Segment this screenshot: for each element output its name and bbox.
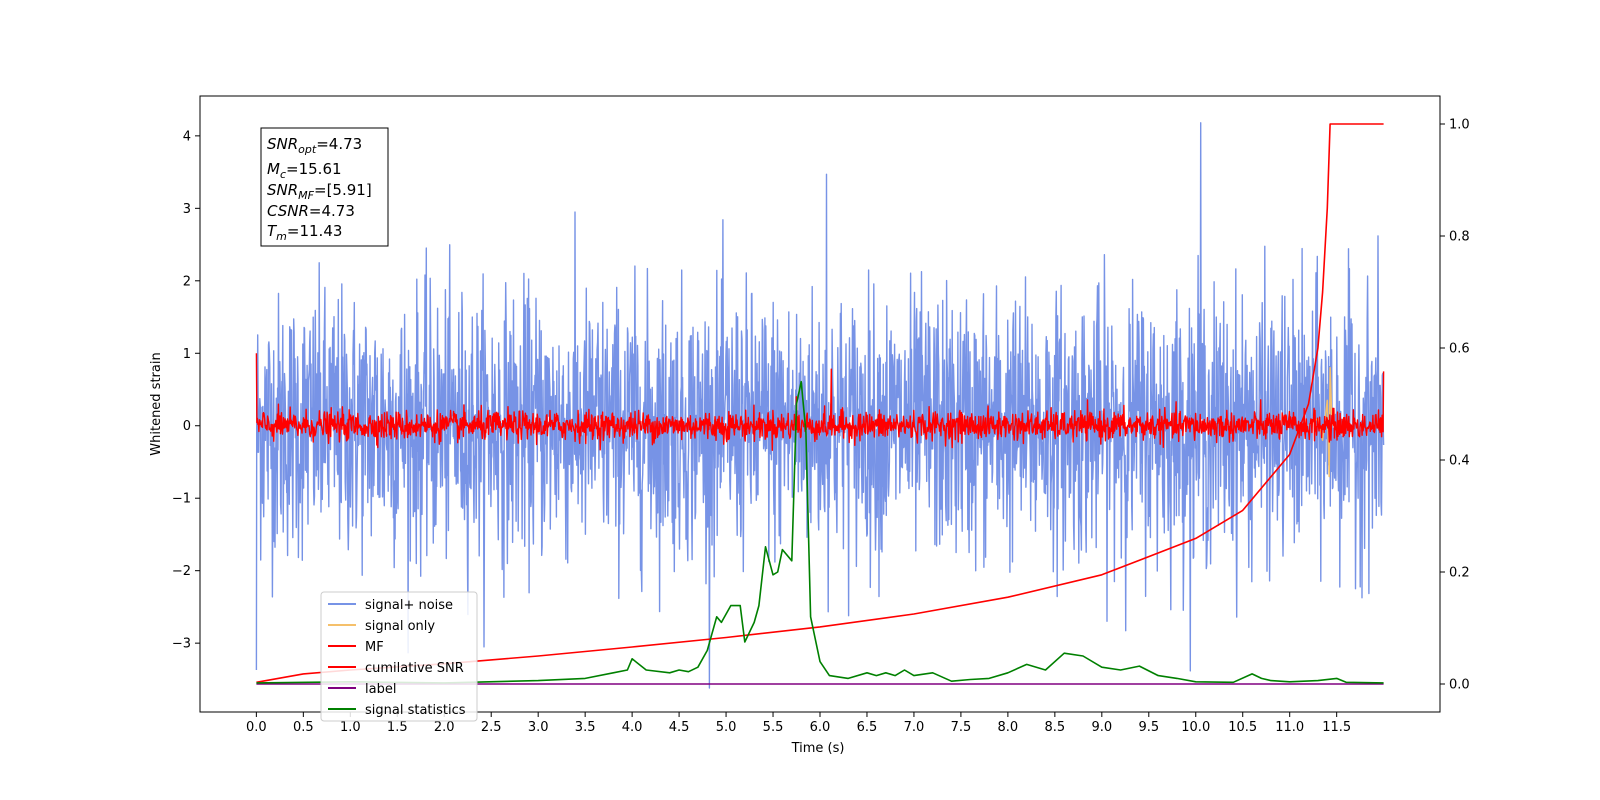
- legend-item-signal-only: signal only: [328, 619, 435, 634]
- y-tick-label: 4: [183, 129, 191, 144]
- annotation-snr-mf: SNRMF=[5.91]: [267, 181, 372, 202]
- y-axis-label: Whitened strain: [149, 352, 164, 455]
- x-tick-label: 11.5: [1322, 720, 1351, 735]
- annotation-tm: Tm=11.43: [267, 222, 342, 243]
- y-tick-label: 3: [183, 202, 191, 217]
- x-tick-label: 9.0: [1091, 720, 1112, 735]
- legend-item-label: label: [328, 682, 396, 697]
- x-tick-label: 0.0: [246, 720, 267, 735]
- x-tick-label: 4.0: [622, 720, 643, 735]
- legend-label: cumilative SNR: [365, 661, 464, 676]
- annotation-box: SNRopt=4.73 Mc=15.61 SNRMF=[5.91] CSNR=4…: [260, 127, 389, 247]
- annotation-snr-opt: SNRopt=4.73: [267, 135, 362, 156]
- x-tick-label: 1.5: [387, 720, 408, 735]
- legend-label: signal+ noise: [365, 598, 453, 613]
- y2-tick-label: 0.6: [1449, 342, 1470, 357]
- y-tick-label: 0: [183, 419, 191, 434]
- y-tick-label: 2: [183, 274, 191, 289]
- y-axis-right: 0.0 0.2 0.4 0.6 0.8 1.0: [1440, 118, 1470, 693]
- x-tick-label: 3.0: [528, 720, 549, 735]
- y-tick-label: −2: [172, 564, 191, 579]
- y-axis-left: −3 −2 −1 0 1 2 3 4: [172, 129, 200, 652]
- legend-item-signal-statistics: signal statistics: [328, 703, 466, 718]
- legend: signal+ noise signal only MF cumilative …: [320, 591, 478, 722]
- x-tick-label: 9.5: [1138, 720, 1159, 735]
- series-signal-noise: [255, 122, 1385, 689]
- x-tick-label: 3.5: [575, 720, 596, 735]
- x-tick-label: 6.5: [857, 720, 878, 735]
- y-tick-label: 1: [183, 347, 191, 362]
- legend-frame: [320, 591, 478, 722]
- x-tick-label: 6.0: [810, 720, 831, 735]
- x-tick-label: 2.5: [481, 720, 502, 735]
- legend-item-cumulative-snr: cumilative SNR: [328, 661, 464, 676]
- x-axis: 0.0 0.5 1.0 1.5 2.0 2.5 3.0 3.5 4.0 4.5 5.0 5.5 6.0 6…: [246, 712, 1351, 735]
- legend-label: signal statistics: [365, 703, 466, 718]
- y-tick-label: −3: [172, 637, 191, 652]
- legend-item-signal-noise: signal+ noise: [328, 598, 453, 613]
- x-axis-label: Time (s): [791, 741, 845, 756]
- series-mf: [255, 353, 1385, 451]
- legend-label: signal only: [365, 619, 435, 634]
- x-tick-label: 11.0: [1275, 720, 1304, 735]
- annotation-mc: Mc=15.61: [267, 160, 342, 181]
- y2-tick-label: 0.8: [1449, 230, 1470, 245]
- x-tick-label: 5.0: [716, 720, 737, 735]
- x-tick-label: 4.5: [669, 720, 690, 735]
- legend-label: label: [365, 682, 396, 697]
- x-tick-label: 8.5: [1045, 720, 1066, 735]
- y2-tick-label: 0.2: [1449, 566, 1470, 581]
- y2-tick-label: 0.4: [1449, 454, 1470, 469]
- annotation-csnr: CSNR=4.73: [267, 202, 355, 220]
- annotation-frame: [260, 127, 389, 247]
- y2-tick-label: 0.0: [1449, 678, 1470, 693]
- x-tick-label: 10.0: [1181, 720, 1210, 735]
- y-tick-label: −1: [172, 492, 191, 507]
- x-tick-label: 2.0: [434, 720, 455, 735]
- x-tick-label: 1.0: [340, 720, 361, 735]
- series-signal-statistics: [256, 380, 1384, 684]
- legend-item-mf: MF: [328, 640, 384, 655]
- x-tick-label: 0.5: [293, 720, 314, 735]
- x-tick-label: 8.0: [998, 720, 1019, 735]
- y2-tick-label: 1.0: [1449, 118, 1470, 133]
- legend-label: MF: [365, 640, 384, 655]
- x-tick-label: 7.0: [904, 720, 925, 735]
- x-tick-label: 5.5: [763, 720, 784, 735]
- x-tick-label: 7.5: [951, 720, 972, 735]
- x-tick-label: 10.5: [1228, 720, 1257, 735]
